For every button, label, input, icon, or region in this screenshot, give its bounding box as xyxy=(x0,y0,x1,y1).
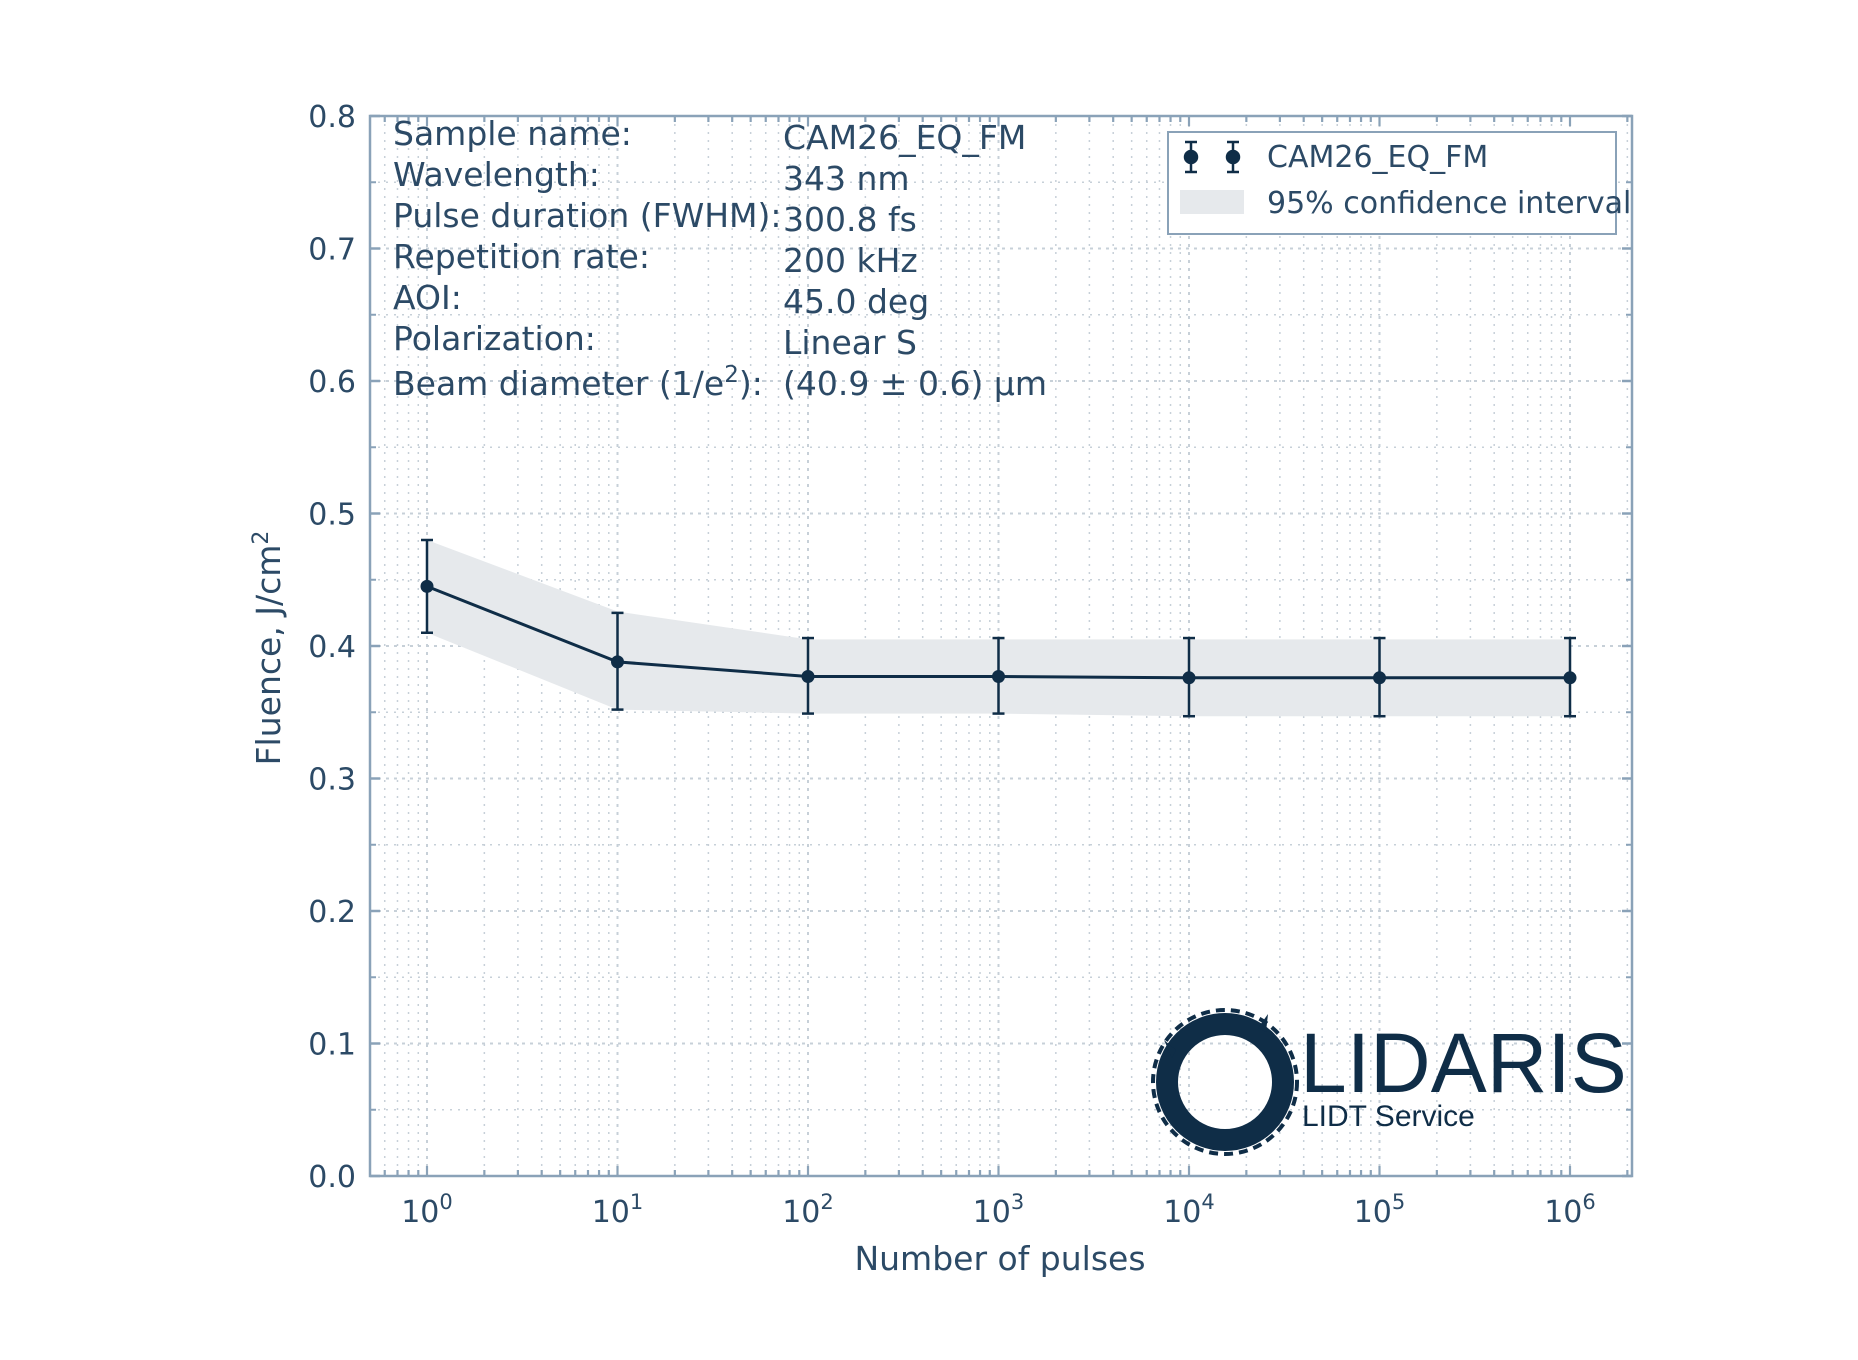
x-tick-exp: 4 xyxy=(1201,1190,1214,1214)
info-value: CAM26_EQ_FM xyxy=(783,118,1026,157)
x-tick-base: 10 xyxy=(782,1195,820,1230)
data-point xyxy=(1563,671,1577,685)
logo-name: LIDARIS xyxy=(1300,1016,1627,1110)
info-value: 45.0 deg xyxy=(783,282,929,321)
x-tick-exp: 3 xyxy=(1011,1190,1024,1214)
y-tick-label: 0.5 xyxy=(308,498,356,533)
legend: CAM26_EQ_FM 95% confidence interval xyxy=(1167,131,1631,235)
x-tick-label: 105 xyxy=(1354,1190,1406,1230)
y-tick-label: 0.0 xyxy=(308,1160,356,1195)
legend-series-label: CAM26_EQ_FM xyxy=(1267,140,1488,175)
x-tick-label: 106 xyxy=(1544,1190,1596,1230)
y-tick-label: 0.6 xyxy=(308,365,356,400)
x-tick-base: 10 xyxy=(1163,1195,1201,1230)
y-tick-label: 0.3 xyxy=(308,763,356,798)
x-axis: 100 101 102 103 104 105 106 xyxy=(383,116,1629,1230)
y-axis-label-main: Fluence, J/cm xyxy=(249,545,288,766)
y-tick-label: 0.7 xyxy=(308,233,356,268)
info-label: Wavelength: xyxy=(393,155,600,194)
data-point xyxy=(801,669,815,683)
confidence-band xyxy=(427,540,1570,717)
legend-box xyxy=(1167,131,1617,235)
x-tick-base: 10 xyxy=(973,1195,1011,1230)
series-layer xyxy=(420,538,1577,718)
beam-label-part: ): xyxy=(739,364,763,403)
x-tick-label: 100 xyxy=(401,1190,453,1230)
info-label: AOI: xyxy=(393,278,462,317)
info-label-beam: Beam diameter (1/e2): xyxy=(393,362,763,403)
info-label: Pulse duration (FWHM): xyxy=(393,196,782,235)
legend-band-label: 95% confidence interval xyxy=(1267,186,1631,221)
x-tick-exp: 5 xyxy=(1392,1190,1405,1214)
y-tick-label: 0.1 xyxy=(308,1028,356,1063)
info-label: Sample name: xyxy=(393,114,632,153)
y-tick-label: 0.8 xyxy=(308,100,356,135)
data-point xyxy=(611,655,624,669)
x-tick-exp: 6 xyxy=(1582,1190,1595,1214)
x-tick-label: 102 xyxy=(782,1190,834,1230)
beam-label-part: Beam diameter (1/e xyxy=(393,364,724,403)
info-value: 300.8 fs xyxy=(783,200,917,239)
x-tick-exp: 1 xyxy=(630,1190,643,1214)
info-value: 343 nm xyxy=(783,159,910,198)
lidaris-logo: LIDARIS LIDT Service xyxy=(1151,1008,1627,1156)
y-axis-label-sup: 2 xyxy=(249,531,274,545)
legend-marker-icon xyxy=(1183,140,1241,174)
info-block: Sample name: CAM26_EQ_FM Wavelength: 343 nm… xyxy=(393,114,1047,403)
data-point xyxy=(1373,671,1386,685)
data-point xyxy=(420,579,434,593)
confidence-band-layer xyxy=(427,540,1570,717)
x-tick-label: 101 xyxy=(592,1190,644,1230)
x-axis-label: Number of pulses xyxy=(854,1239,1145,1278)
data-point xyxy=(992,669,1005,683)
x-tick-base: 10 xyxy=(592,1195,630,1230)
x-tick-base: 10 xyxy=(401,1195,439,1230)
info-label: Polarization: xyxy=(393,319,596,358)
x-tick-base: 10 xyxy=(1544,1195,1582,1230)
x-tick-base: 10 xyxy=(1354,1195,1392,1230)
beam-label-part: 2 xyxy=(724,362,739,388)
info-value: Linear S xyxy=(783,323,917,362)
data-point xyxy=(1182,671,1196,685)
logo-ring-icon xyxy=(1151,1008,1299,1156)
x-tick-label: 103 xyxy=(973,1190,1025,1230)
logo-tagline: LIDT Service xyxy=(1302,1100,1475,1133)
legend-band-swatch xyxy=(1180,190,1244,214)
y-tick-label: 0.2 xyxy=(308,895,356,930)
x-tick-label: 104 xyxy=(1163,1190,1215,1230)
x-tick-exp: 2 xyxy=(820,1190,833,1214)
info-value-beam: (40.9 ± 0.6) μm xyxy=(783,364,1047,403)
info-label: Repetition rate: xyxy=(393,237,650,276)
info-value: 200 kHz xyxy=(783,241,918,280)
x-tick-exp: 0 xyxy=(439,1190,452,1214)
y-axis-label: Fluence, J/cm2 xyxy=(249,531,288,766)
y-tick-label: 0.4 xyxy=(308,630,356,665)
